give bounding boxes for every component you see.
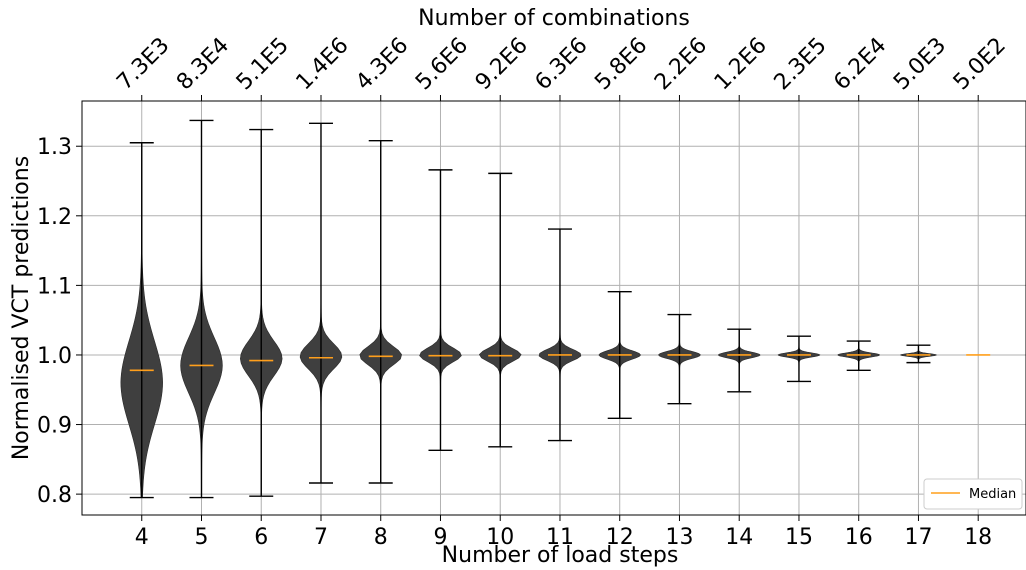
y-axis-title: Normalised VCT predictions [9,156,34,460]
legend-box [923,478,1023,510]
top-tick-label: 2.2E6 [650,33,712,95]
x-ticks: 4 5 6 7 8 9 10 11 12 13 14 15 16 17 18 [135,515,992,550]
top-tick-label: 4.3E6 [351,33,413,95]
x-tick-label: 7 [314,525,328,550]
y-ticks: 0.8 0.9 1.0 1.1 1.2 1.3 [37,135,82,508]
top-tick-label: 8.3E4 [172,33,234,95]
top-tick-label: 5.6E6 [411,33,473,95]
y-tick-label: 0.8 [37,483,72,508]
x-tick-label: 8 [374,525,388,550]
x-tick-label: 4 [135,525,149,550]
x-tick-label: 15 [785,525,813,550]
x-tick-label: 16 [845,525,873,550]
top-tick-label: 5.0E3 [889,33,951,95]
y-tick-label: 1.2 [37,205,72,230]
x-tick-label: 6 [254,525,268,550]
legend: Median [923,478,1023,510]
y-tick-label: 1.3 [37,135,72,160]
medians [129,354,991,372]
x-axis-title: Number of load steps [442,543,679,568]
legend-median-label: Median [969,487,1016,502]
top-tick-label: 9.2E6 [471,33,533,95]
top-tick-label: 1.4E6 [292,33,354,95]
grid-lines [82,101,1026,515]
top-tick-label: 5.0E2 [949,33,1011,95]
x-tick-label: 18 [964,525,992,550]
plot-frame [81,100,1026,516]
x-tick-label: 5 [194,525,208,550]
top-tick-label: 5.1E5 [232,33,294,95]
top-tick-label: 7.3E3 [112,33,174,95]
x-tick-label: 12 [606,525,634,550]
top-axis-title: Number of combinations [418,6,690,31]
x-tick-label: 13 [665,525,693,550]
x-tick-label: 10 [486,525,514,550]
y-tick-label: 1.0 [37,344,72,369]
y-tick-label: 1.1 [37,274,72,299]
violins [120,120,937,498]
x-tick-label: 14 [725,525,753,550]
whiskers [129,119,931,499]
x-tick-label: 11 [546,525,574,550]
top-tick-label: 1.2E6 [710,33,772,95]
top-tick-label: 5.8E6 [590,33,652,95]
top-tick-label: 6.3E6 [531,33,593,95]
top-ticks: 7.3E38.3E45.1E51.4E64.3E65.6E69.2E66.3E6… [112,33,1011,101]
x-tick-label: 17 [904,525,932,550]
x-tick-label: 9 [433,525,447,550]
y-tick-label: 0.9 [37,414,72,439]
top-tick-label: 6.2E4 [829,33,891,95]
top-tick-label: 2.3E5 [770,33,832,95]
